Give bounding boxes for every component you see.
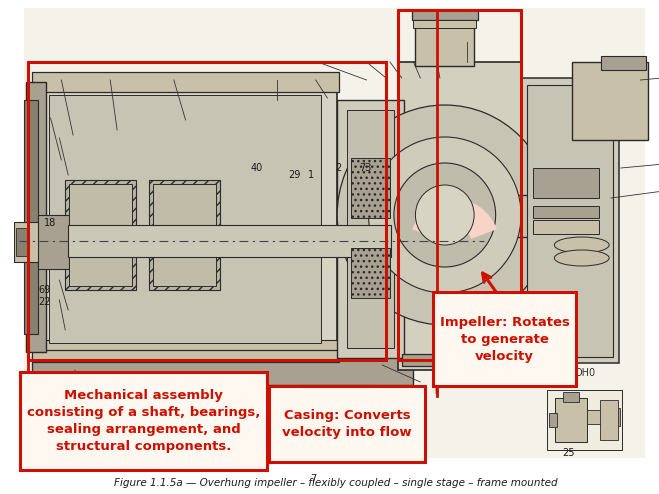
Text: 18: 18 [44, 218, 57, 228]
Bar [347, 110, 394, 348]
Bar [36, 385, 114, 410]
Bar [32, 72, 339, 92]
Bar [24, 100, 38, 334]
Bar [572, 62, 648, 140]
Text: 35: 35 [208, 453, 220, 463]
Bar [556, 398, 587, 442]
Text: Figure 1.1.5a — Overhung impeller – flexibly coupled – single stage – frame moun: Figure 1.1.5a — Overhung impeller – flex… [115, 478, 558, 488]
Wedge shape [394, 163, 496, 267]
Bar [32, 355, 413, 385]
Bar [402, 354, 519, 366]
FancyBboxPatch shape [20, 372, 267, 470]
Bar [533, 168, 599, 198]
Ellipse shape [554, 250, 609, 266]
Bar [610, 408, 620, 426]
Bar [150, 180, 220, 290]
FancyBboxPatch shape [269, 386, 425, 462]
Bar [527, 85, 613, 357]
Text: 73: 73 [71, 417, 84, 427]
Text: Mechanical assembly
consisting of a shaft, bearings,
sealing arrangement, and
st: Mechanical assembly consisting of a shaf… [27, 389, 260, 453]
Text: 49: 49 [37, 376, 49, 386]
Text: 19: 19 [113, 417, 126, 427]
Text: 38: 38 [287, 453, 299, 463]
Text: 25: 25 [563, 449, 575, 458]
Text: OH0: OH0 [574, 368, 595, 378]
Text: 7: 7 [310, 474, 316, 484]
Wedge shape [368, 137, 521, 293]
Bar [601, 56, 646, 70]
Bar [351, 158, 390, 218]
Bar [16, 228, 28, 256]
Text: 28: 28 [550, 347, 562, 357]
Bar [14, 222, 68, 262]
Bar [508, 195, 596, 237]
Bar [415, 14, 474, 66]
Bar [533, 206, 599, 218]
Bar [600, 400, 618, 440]
Text: 14: 14 [241, 453, 252, 463]
Bar [337, 100, 404, 358]
Bar [587, 410, 614, 424]
Ellipse shape [554, 237, 609, 253]
Bar [298, 385, 376, 410]
FancyBboxPatch shape [433, 292, 576, 386]
Text: Casing: Converts
velocity into flow: Casing: Converts velocity into flow [282, 409, 412, 439]
Bar [154, 184, 216, 286]
Bar [34, 78, 337, 356]
Text: 24: 24 [550, 335, 562, 345]
Bar [26, 82, 45, 352]
Wedge shape [337, 105, 552, 325]
Bar [550, 413, 558, 427]
Wedge shape [415, 185, 474, 245]
Text: 47: 47 [207, 417, 219, 427]
Bar [521, 78, 619, 363]
Bar [548, 390, 622, 450]
Bar [36, 340, 409, 356]
Text: 29: 29 [289, 170, 301, 180]
Bar [65, 180, 136, 290]
Text: 22: 22 [38, 297, 50, 307]
Bar [32, 350, 339, 362]
Text: 16: 16 [181, 417, 193, 427]
Text: 13: 13 [272, 453, 283, 463]
Bar [38, 215, 69, 269]
Text: 40: 40 [250, 163, 263, 173]
Text: 69: 69 [38, 286, 50, 295]
Bar [398, 62, 521, 370]
Wedge shape [413, 199, 497, 239]
Text: 2: 2 [335, 163, 341, 173]
Bar [563, 392, 579, 402]
Bar [592, 188, 609, 244]
Bar [413, 20, 476, 28]
Text: Impeller: Rotates
to generate
velocity: Impeller: Rotates to generate velocity [440, 316, 569, 363]
Bar [411, 10, 478, 20]
Bar [351, 248, 390, 298]
Text: 37: 37 [39, 417, 51, 427]
Bar [69, 184, 132, 286]
Text: 17: 17 [256, 453, 268, 463]
Bar [49, 95, 320, 343]
Bar [533, 220, 599, 234]
Bar [68, 225, 391, 257]
Text: 73: 73 [360, 163, 372, 173]
Text: 1: 1 [308, 170, 314, 180]
Text: 6: 6 [34, 390, 41, 400]
